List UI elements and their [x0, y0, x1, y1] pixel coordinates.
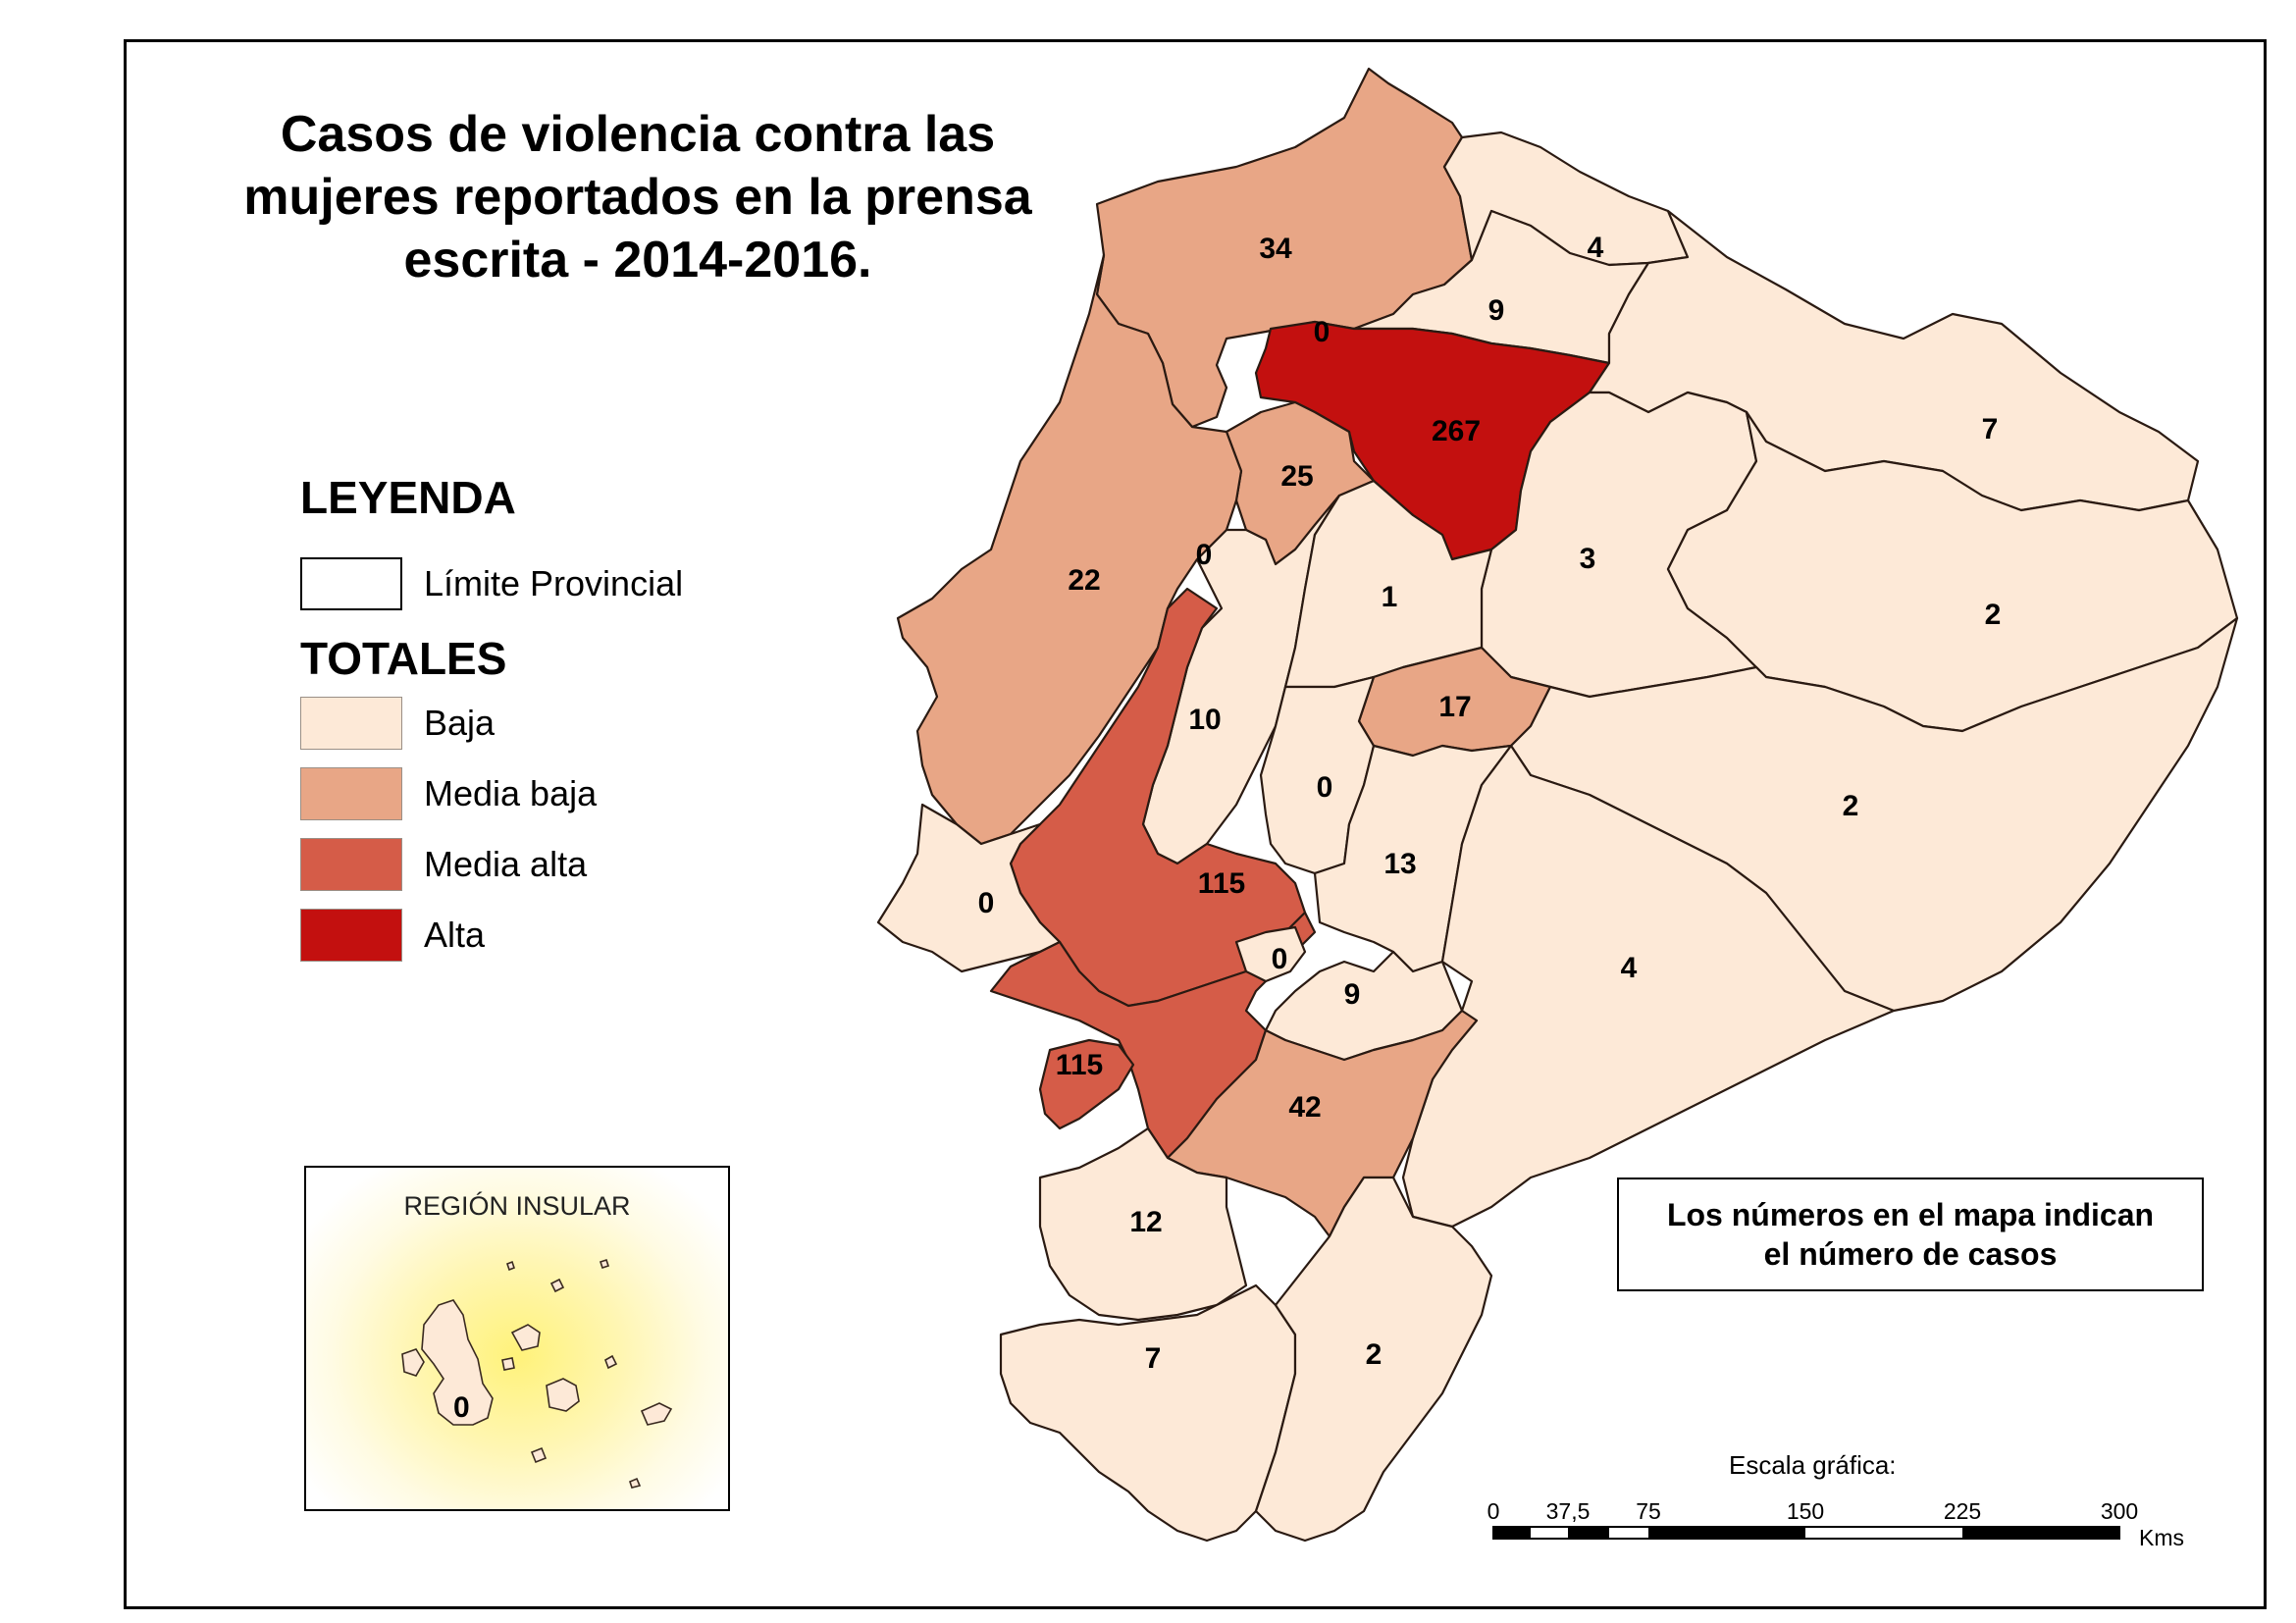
inset-title: REGIÓN INSULAR [403, 1191, 631, 1221]
scale-title: Escala gráfica: [1729, 1450, 1897, 1480]
inset-value: 0 [453, 1391, 470, 1424]
province-small-zero[interactable] [1234, 925, 1307, 983]
island-small-2 [501, 1357, 515, 1371]
swatch-alta [300, 909, 402, 962]
island-small-5 [629, 1477, 642, 1489]
label-baja: Baja [424, 703, 496, 743]
legend-row-media-alta: Media alta [300, 838, 587, 891]
scale-tick-3: 150 [1786, 1498, 1825, 1524]
island-fernandina [401, 1348, 425, 1377]
legend-row-baja: Baja [300, 697, 495, 750]
island-small-6 [506, 1260, 515, 1272]
province-morona-santiago[interactable] [1401, 744, 1896, 1229]
scale-tick-0: 0 [1487, 1498, 1500, 1524]
island-san-cristobal [640, 1402, 673, 1426]
note-line-2: el número de casos [1763, 1236, 2058, 1272]
galapagos-inset: REGIÓN INSULAR 0 [304, 1166, 730, 1511]
scale-tick-1: 37,5 [1545, 1498, 1591, 1524]
label-media-alta: Media alta [424, 844, 588, 884]
province-azuay[interactable] [1166, 1009, 1479, 1238]
totals-heading: TOTALES [300, 633, 507, 684]
province-el-oro[interactable] [1038, 1126, 1248, 1322]
swatch-baja [300, 697, 402, 750]
galapagos-islands [401, 1258, 673, 1489]
legend-row-media-baja: Media baja [300, 767, 597, 820]
legend-row-alta: Alta [300, 909, 485, 962]
map-title: Casos de violencia contra las mujeres re… [243, 106, 1032, 288]
scale-tick-5: 300 [2100, 1498, 2139, 1524]
island-small-1 [549, 1278, 565, 1293]
island-small-7 [599, 1258, 610, 1270]
island-santa-cruz [546, 1378, 580, 1412]
province-guayas-island[interactable] [1038, 1038, 1135, 1130]
label-media-baja: Media baja [424, 773, 598, 813]
note-line-1: Los números en el mapa indican [1666, 1197, 2155, 1232]
legend-heading: LEYENDA [300, 472, 516, 523]
boundary-label: Límite Provincial [424, 563, 684, 603]
note-box: Los números en el mapa indican el número… [1617, 1178, 2204, 1291]
province-loja[interactable] [999, 1283, 1297, 1543]
label-alta: Alta [424, 915, 486, 955]
scale-unit: Kms [2139, 1525, 2184, 1550]
island-santiago [510, 1324, 541, 1351]
island-small-3 [604, 1354, 618, 1370]
swatch-media-alta [300, 838, 402, 891]
island-small-4 [530, 1446, 548, 1464]
scale-tick-2: 75 [1636, 1498, 1661, 1524]
boundary-swatch [300, 557, 402, 610]
province-zamora[interactable] [1254, 1176, 1493, 1543]
scale-tick-4: 225 [1943, 1498, 1982, 1524]
island-isabela [421, 1299, 494, 1426]
legend-boundary-row: Límite Provincial [300, 557, 683, 610]
swatch-media-baja [300, 767, 402, 820]
